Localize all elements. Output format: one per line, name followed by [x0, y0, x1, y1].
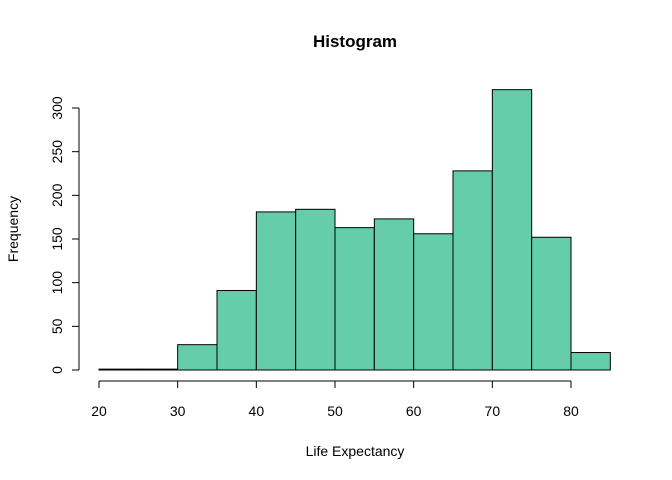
x-axis-label: Life Expectancy — [306, 443, 405, 459]
histogram-bar — [177, 344, 218, 371]
histogram-bar — [570, 352, 611, 371]
y-axis: 0 50 100 150 200 250 300 — [49, 96, 80, 374]
x-axis: 20 30 40 50 60 70 80 — [91, 380, 579, 419]
y-tick-label: 250 — [49, 140, 65, 164]
y-axis-label: Frequency — [5, 196, 21, 262]
histogram-bar — [452, 170, 493, 371]
x-tick-label: 50 — [327, 403, 343, 419]
x-tick-label: 30 — [170, 403, 186, 419]
x-tick-label: 80 — [563, 403, 579, 419]
histogram-bar — [334, 227, 375, 371]
x-tick-label: 20 — [91, 403, 107, 419]
y-tick-label: 200 — [49, 183, 65, 207]
histogram-bar — [295, 208, 336, 371]
histogram-bar — [373, 218, 415, 371]
histogram-bar — [216, 290, 257, 371]
bars-group — [98, 89, 611, 371]
y-tick-label: 300 — [49, 96, 65, 120]
chart-title: Histogram — [313, 32, 397, 51]
histogram-bar — [255, 211, 297, 371]
x-tick-label: 40 — [249, 403, 265, 419]
histogram-bar — [531, 236, 572, 371]
y-tick-label: 150 — [49, 227, 65, 251]
histogram-bar — [491, 89, 533, 371]
y-tick-label: 50 — [49, 318, 65, 334]
histogram-bar — [98, 368, 139, 371]
y-tick-label: 0 — [49, 366, 65, 374]
histogram-bar — [137, 368, 179, 371]
x-tick-label: 60 — [406, 403, 422, 419]
y-tick-label: 100 — [49, 271, 65, 295]
histogram-bar — [413, 233, 454, 371]
x-tick-label: 70 — [485, 403, 501, 419]
